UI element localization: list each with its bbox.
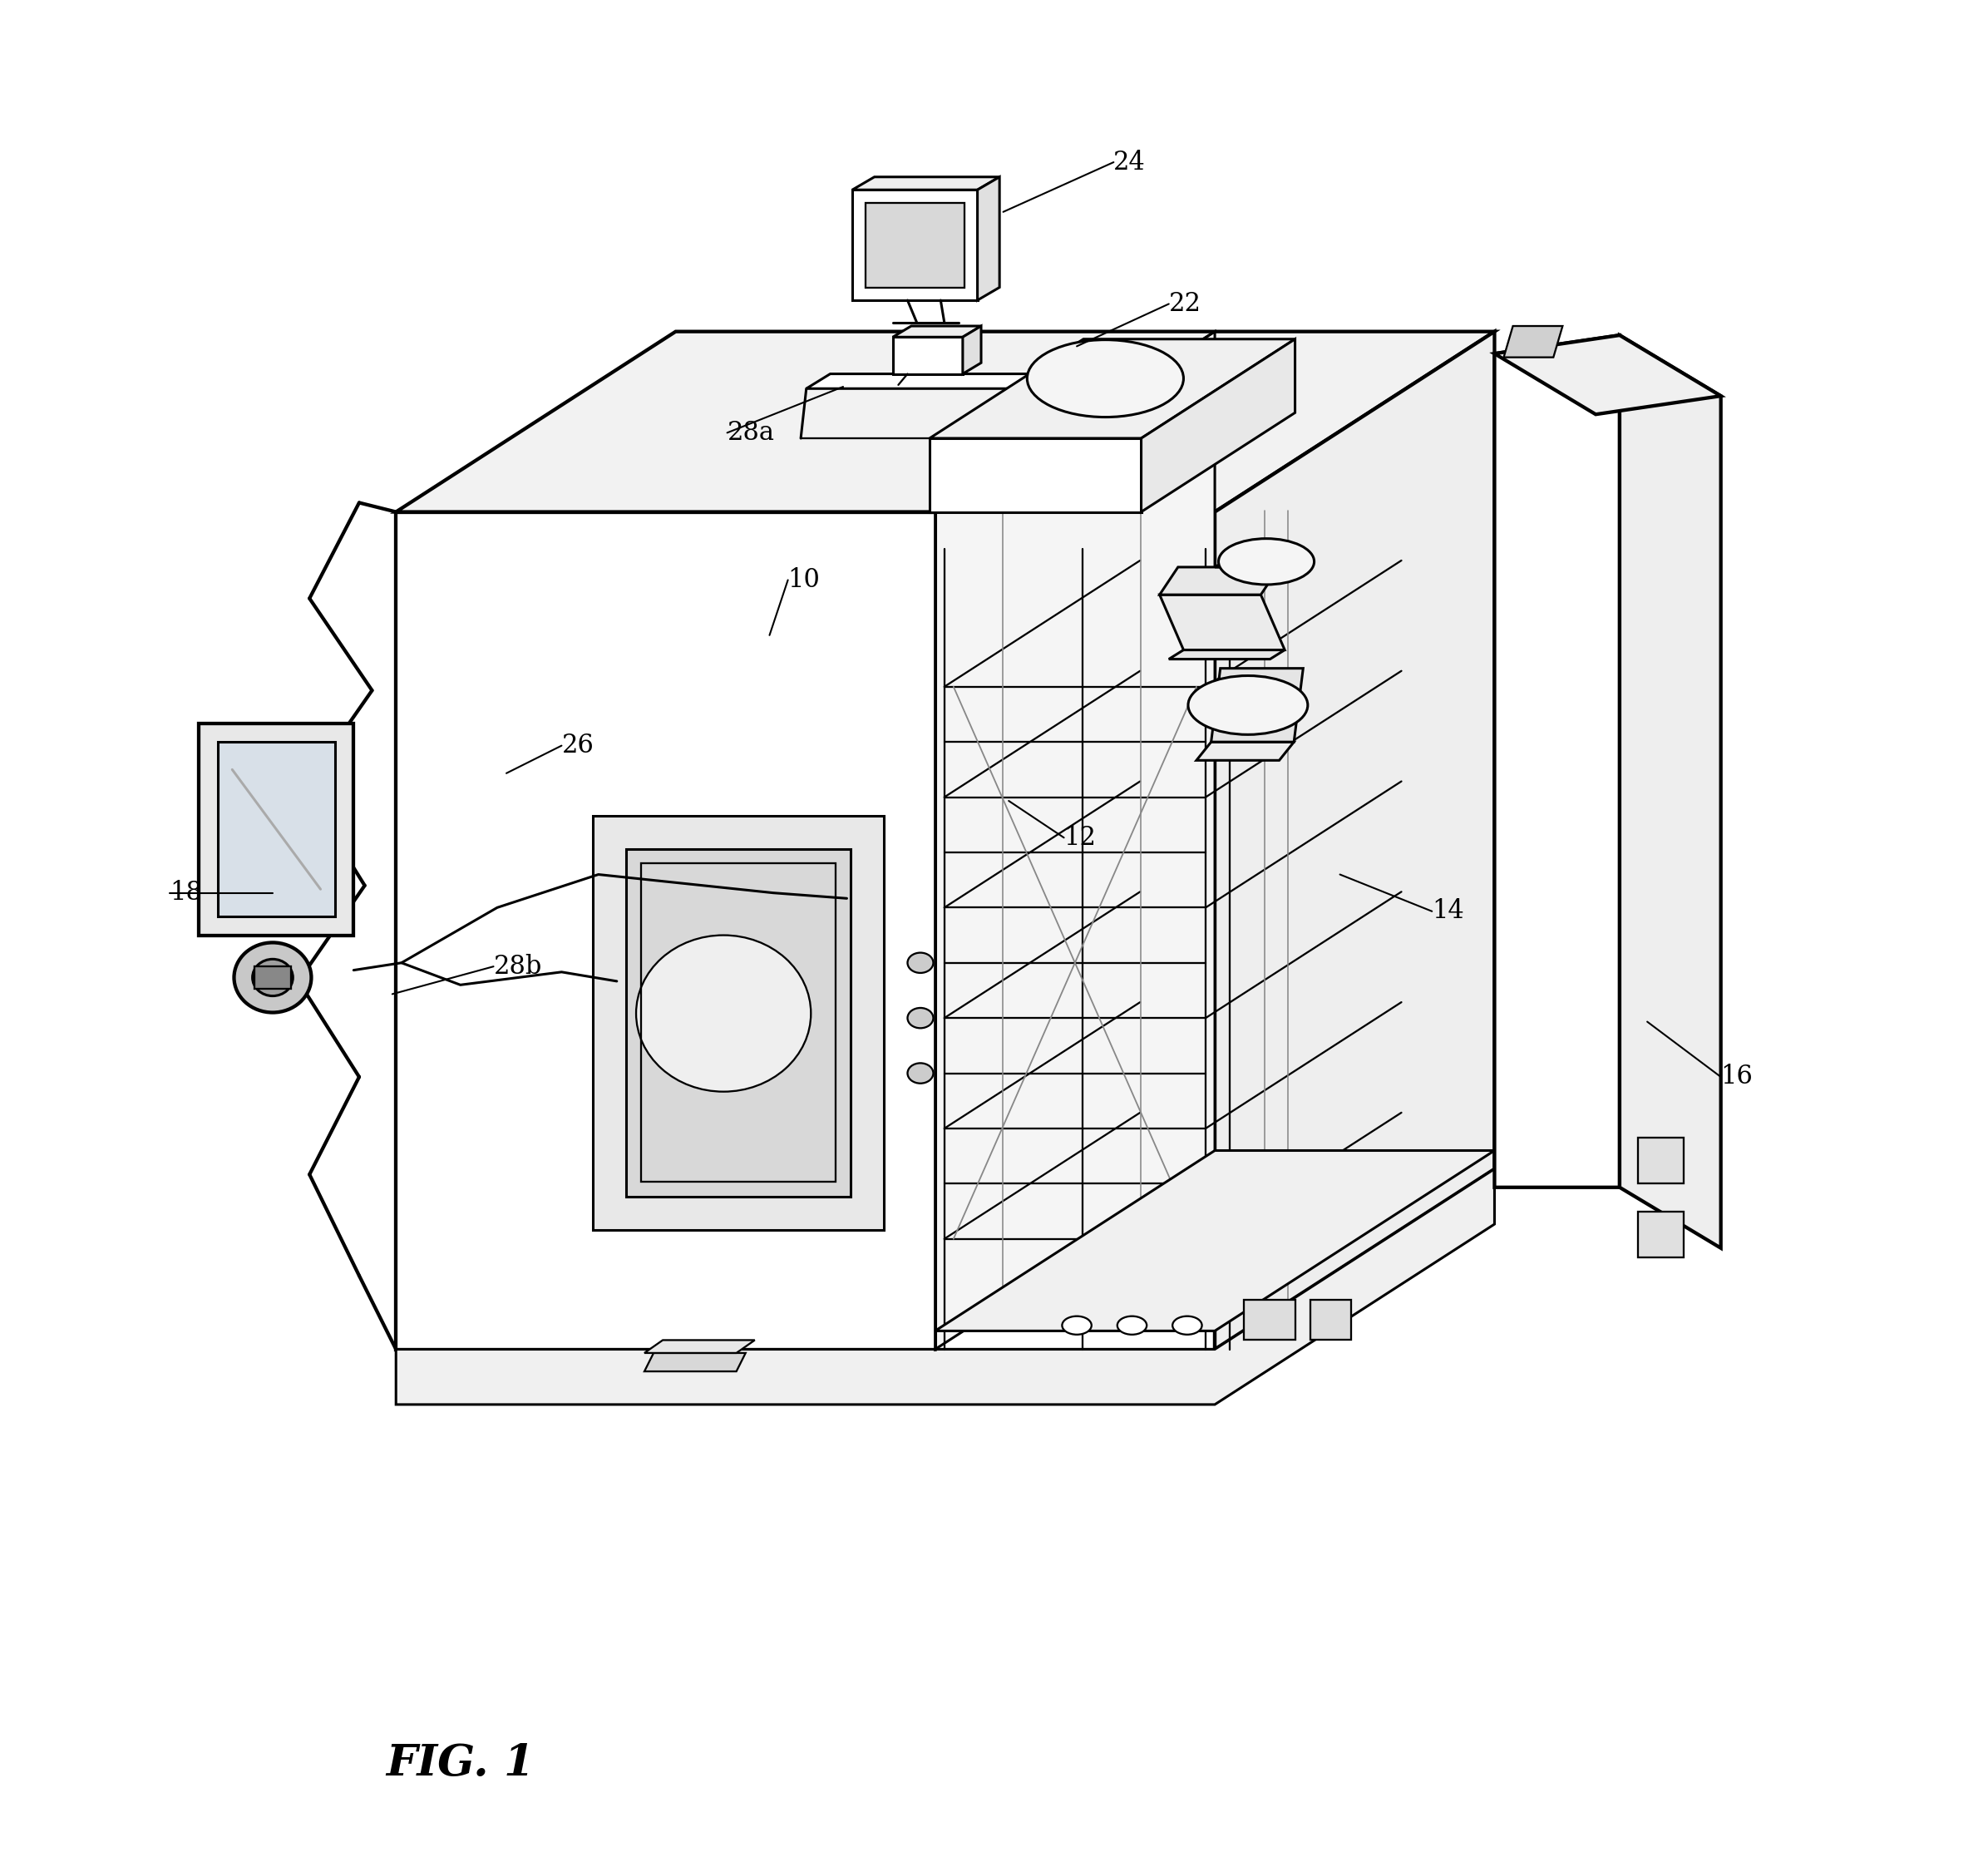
Polygon shape xyxy=(1211,669,1304,743)
Text: 28b: 28b xyxy=(493,954,543,980)
Polygon shape xyxy=(1244,1300,1296,1341)
Ellipse shape xyxy=(1117,1317,1147,1335)
Polygon shape xyxy=(626,848,851,1196)
Polygon shape xyxy=(893,326,982,337)
Ellipse shape xyxy=(1062,1317,1091,1335)
Polygon shape xyxy=(893,337,962,374)
Polygon shape xyxy=(978,178,1000,300)
Text: 18: 18 xyxy=(169,880,203,906)
Ellipse shape xyxy=(1028,339,1183,417)
Polygon shape xyxy=(254,967,290,989)
Polygon shape xyxy=(396,332,1495,511)
Polygon shape xyxy=(1159,594,1284,650)
Text: 24: 24 xyxy=(1113,150,1145,176)
Polygon shape xyxy=(217,743,336,917)
Polygon shape xyxy=(1503,326,1563,357)
Polygon shape xyxy=(1169,650,1284,659)
Ellipse shape xyxy=(907,1007,932,1028)
Polygon shape xyxy=(1495,335,1620,1187)
Polygon shape xyxy=(962,326,982,374)
Polygon shape xyxy=(934,332,1215,1350)
Ellipse shape xyxy=(1219,539,1314,585)
Polygon shape xyxy=(396,1169,1495,1404)
Polygon shape xyxy=(199,724,354,935)
Polygon shape xyxy=(1310,1300,1352,1341)
Polygon shape xyxy=(853,178,1000,189)
Ellipse shape xyxy=(252,959,292,996)
Polygon shape xyxy=(930,339,1294,439)
Polygon shape xyxy=(1197,743,1294,761)
Polygon shape xyxy=(1620,335,1722,1248)
Ellipse shape xyxy=(907,1063,932,1083)
Text: 12: 12 xyxy=(1064,824,1095,850)
Polygon shape xyxy=(396,511,1215,1350)
Text: 28a: 28a xyxy=(728,420,775,446)
Polygon shape xyxy=(592,815,883,1230)
Polygon shape xyxy=(853,189,978,300)
Polygon shape xyxy=(930,439,1141,511)
Ellipse shape xyxy=(1173,1317,1203,1335)
Ellipse shape xyxy=(907,952,932,972)
Polygon shape xyxy=(1638,1211,1684,1258)
Text: 26: 26 xyxy=(561,733,594,759)
Ellipse shape xyxy=(235,943,312,1013)
Text: 22: 22 xyxy=(1169,291,1201,317)
Polygon shape xyxy=(1215,332,1495,1350)
Polygon shape xyxy=(644,1354,746,1370)
Polygon shape xyxy=(1215,557,1312,567)
Polygon shape xyxy=(1159,567,1278,594)
Polygon shape xyxy=(865,202,964,287)
Text: 16: 16 xyxy=(1722,1065,1753,1089)
Polygon shape xyxy=(1032,374,1056,396)
Text: FIG. 1: FIG. 1 xyxy=(386,1743,535,1785)
Polygon shape xyxy=(807,374,1056,389)
Ellipse shape xyxy=(636,935,811,1091)
Polygon shape xyxy=(1638,1137,1684,1183)
Text: 14: 14 xyxy=(1431,898,1463,924)
Polygon shape xyxy=(644,1341,755,1354)
Text: 10: 10 xyxy=(787,567,821,593)
Polygon shape xyxy=(1141,339,1294,511)
Polygon shape xyxy=(934,1150,1495,1332)
Ellipse shape xyxy=(1189,676,1308,735)
Polygon shape xyxy=(1495,335,1722,415)
